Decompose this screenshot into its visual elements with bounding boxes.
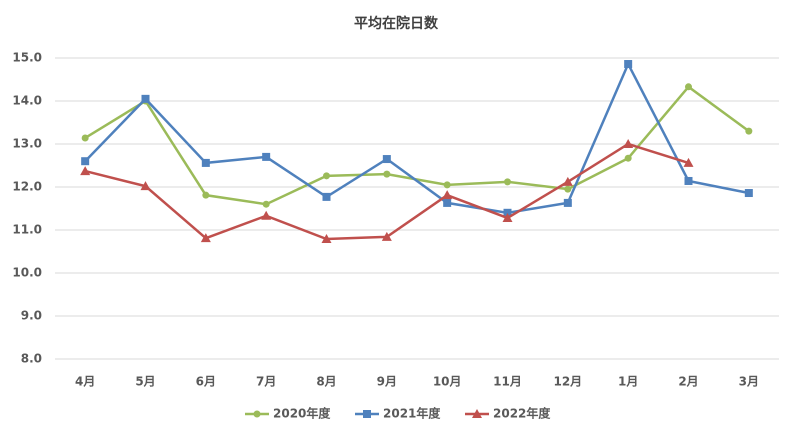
x-tick-label: 8月: [316, 375, 336, 389]
legend-marker: [253, 410, 261, 418]
series-line: [84, 61, 750, 215]
data-point: [80, 166, 91, 176]
data-point: [443, 181, 451, 189]
data-point: [683, 157, 694, 167]
data-point: [685, 83, 692, 91]
x-tick-label: 5月: [135, 375, 155, 389]
data-point: [443, 198, 452, 207]
data-point: [140, 181, 151, 191]
x-tick-label: 6月: [196, 375, 216, 389]
legend-label: 2022年度: [493, 406, 551, 421]
y-tick-label: 15.0: [12, 51, 42, 65]
y-tick-label: 11.0: [12, 223, 42, 237]
data-point: [201, 158, 210, 167]
data-point: [442, 190, 453, 200]
legend-label: 2021年度: [383, 406, 441, 421]
data-point: [382, 155, 391, 164]
data-point: [504, 178, 511, 186]
data-point: [200, 233, 211, 243]
x-tick-label: 12月: [553, 375, 582, 389]
x-tick-label: 11月: [493, 375, 522, 389]
legend-label: 2020年度: [273, 406, 331, 421]
data-point: [262, 200, 270, 208]
data-point: [623, 139, 634, 148]
data-point: [744, 189, 753, 198]
data-point: [262, 152, 271, 161]
data-point: [261, 210, 272, 220]
data-point: [564, 185, 572, 193]
x-tick-label: 10月: [433, 375, 462, 389]
y-tick-label: 8.0: [21, 352, 42, 366]
data-point: [322, 192, 331, 201]
data-point: [503, 208, 512, 217]
data-point: [383, 170, 391, 178]
y-tick-label: 13.0: [12, 137, 42, 151]
y-tick-label: 9.0: [21, 309, 42, 323]
data-point: [141, 94, 150, 103]
data-point: [624, 60, 633, 69]
data-point: [684, 176, 693, 185]
x-tick-label: 1月: [618, 375, 638, 389]
data-point: [202, 191, 210, 199]
x-tick-label: 3月: [739, 375, 759, 389]
data-point: [81, 157, 90, 166]
data-point: [563, 198, 572, 207]
y-tick-label: 14.0: [12, 94, 42, 108]
data-point: [81, 134, 89, 142]
x-tick-label: 4月: [75, 375, 95, 389]
data-point: [624, 154, 632, 162]
legend-marker: [472, 409, 482, 418]
data-point: [323, 172, 330, 180]
x-tick-label: 7月: [256, 375, 276, 389]
legend-marker: [363, 410, 371, 418]
data-point: [562, 176, 573, 186]
data-point: [381, 231, 392, 241]
data-point: [502, 212, 513, 222]
data-point: [321, 234, 332, 244]
x-tick-label: 9月: [377, 375, 397, 389]
data-point: [745, 127, 753, 135]
x-tick-label: 2月: [678, 375, 698, 389]
y-tick-label: 10.0: [12, 266, 42, 280]
y-tick-label: 12.0: [12, 180, 42, 194]
chart-title: 平均在院日数: [354, 15, 439, 32]
